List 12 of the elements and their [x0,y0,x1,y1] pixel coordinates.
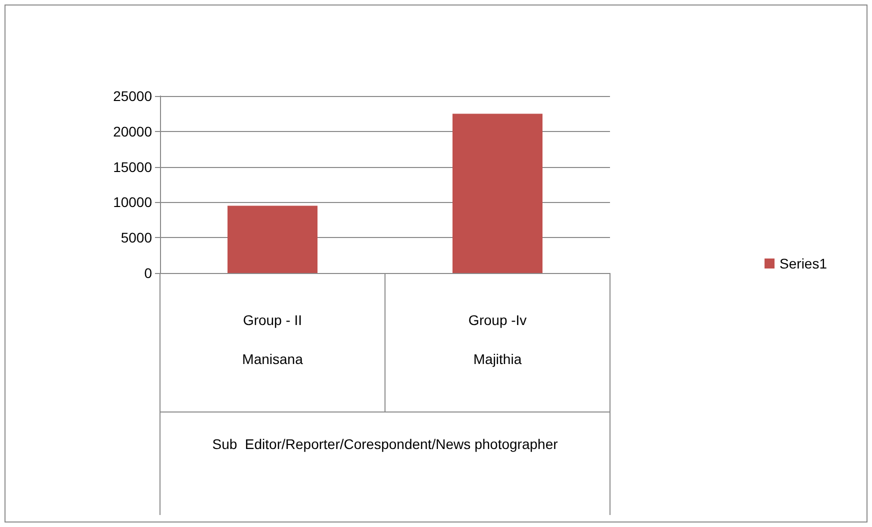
y-tick-label: 15000 [113,158,152,175]
legend-label: Series1 [780,256,828,272]
y-tick-label: 5000 [120,230,152,246]
text: Sub Editor/Reporter/Corespondent/News photographer [212,436,558,452]
text: Manisana [242,351,304,367]
y-tick-label: 25000 [113,88,152,104]
y-tick-label: 0 [144,265,152,281]
y-tick-label: 10000 [113,194,152,210]
text: Majithia [473,351,522,367]
x-tick-label: Group - II [242,312,302,328]
y-tick-label: 20000 [113,123,152,140]
x-tick-label: Group -Iv [468,312,527,328]
